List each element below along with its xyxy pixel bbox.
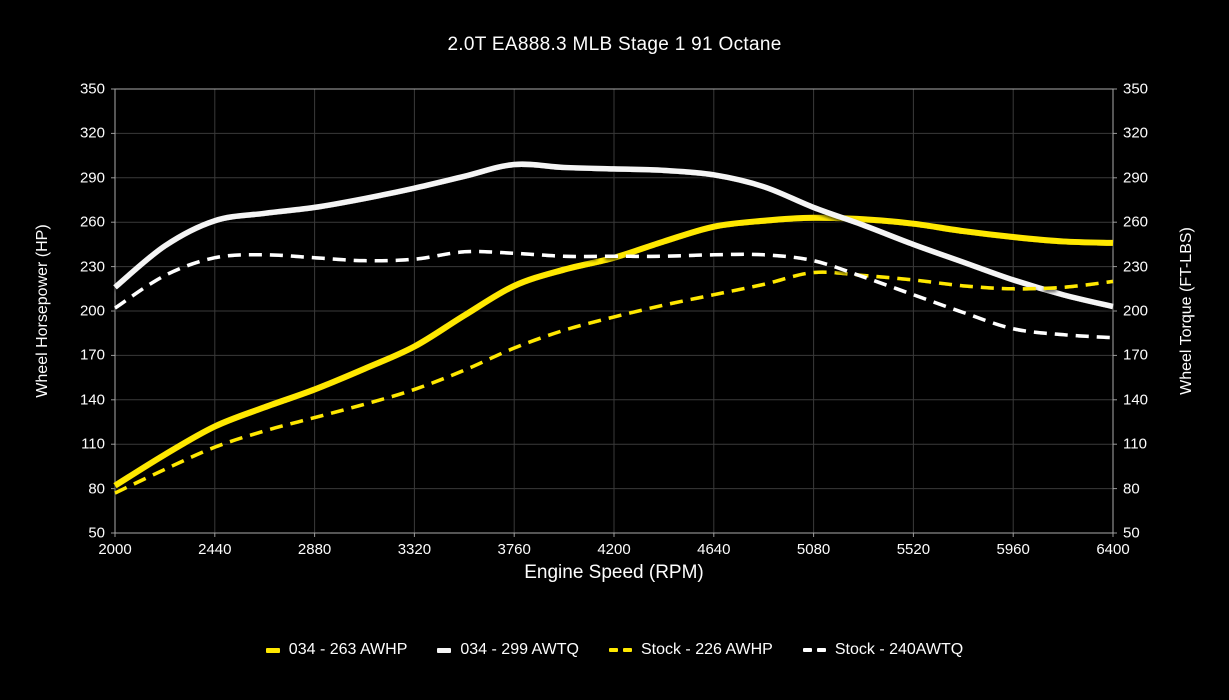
x-tick-label: 3320 (397, 541, 432, 558)
x-tick-label: 6400 (1096, 541, 1130, 558)
legend-item-2: 034 - 299 AWTQ (437, 641, 579, 659)
chart-title: 2.0T EA888.3 MLB Stage 1 91 Octane (447, 34, 782, 55)
legend-swatch-dashed (802, 648, 826, 652)
x-tick-label: 4200 (597, 541, 631, 558)
x-tick-label: 5080 (796, 541, 831, 558)
legend-swatch-solid (437, 647, 452, 653)
y-tick-label-right: 350 (1123, 80, 1149, 98)
y-tick-label-left: 50 (88, 524, 105, 542)
series-line-3 (114, 270, 1114, 495)
y-tick-label-left: 260 (79, 213, 105, 231)
y-tick-label-left: 290 (79, 169, 105, 187)
x-tick-label: 3760 (497, 541, 531, 558)
y-tick-label-right: 260 (1123, 213, 1149, 231)
x-tick-label: 4640 (697, 541, 731, 558)
y-tick-label-left: 230 (79, 258, 105, 276)
legend-item-4: Stock - 240AWTQ (802, 641, 964, 659)
series-line-2 (113, 161, 1114, 310)
y-tick-label-right: 50 (1123, 524, 1140, 542)
legend-label: Stock - 240AWTQ (834, 641, 964, 658)
y-tick-label-left: 200 (79, 302, 105, 320)
y-tick-label-right: 320 (1123, 124, 1149, 142)
legend-swatch-dashed (608, 648, 632, 652)
x-axis-title: Engine Speed (RPM) (524, 562, 704, 583)
legend-label: 034 - 263 AWHP (288, 641, 408, 658)
legend-item-3: Stock - 226 AWHP (608, 641, 773, 659)
y-tick-label-right: 80 (1123, 480, 1140, 498)
x-tick-label: 5960 (996, 541, 1030, 558)
legend-swatch-solid (265, 647, 280, 653)
y-tick-label-left: 110 (81, 435, 105, 453)
y-tick-label-left: 170 (79, 346, 105, 364)
legend-label: Stock - 226 AWHP (640, 641, 773, 658)
x-tick-label: 2880 (297, 541, 332, 558)
legend-item-1: 034 - 263 AWHP (265, 641, 408, 659)
y-tick-label-left: 350 (79, 80, 105, 98)
y-axis-title-left: Wheel Horsepower (HP) (34, 224, 51, 398)
y-tick-label-left: 320 (79, 124, 105, 142)
y-tick-label-left: 140 (79, 391, 105, 409)
y-tick-label-left: 80 (88, 480, 105, 498)
y-tick-label-right: 290 (1123, 169, 1149, 187)
legend: 034 - 263 AWHP 034 - 299 AWTQ Stock - 226 … (0, 641, 1229, 659)
y-tick-label-right: 110 (1123, 435, 1147, 453)
y-tick-label-right: 230 (1123, 258, 1149, 276)
legend-label: 034 - 299 AWTQ (460, 641, 579, 658)
y-tick-label-right: 140 (1123, 391, 1149, 409)
x-tick-label: 2440 (198, 541, 232, 558)
x-tick-label: 2000 (98, 541, 132, 558)
series-line-4 (114, 249, 1114, 340)
y-tick-label-right: 200 (1123, 302, 1149, 320)
x-tick-label: 5520 (896, 541, 931, 558)
y-tick-label-right: 170 (1123, 346, 1149, 364)
y-axis-title-right: Wheel Torque (FT-LBS) (1178, 227, 1195, 395)
